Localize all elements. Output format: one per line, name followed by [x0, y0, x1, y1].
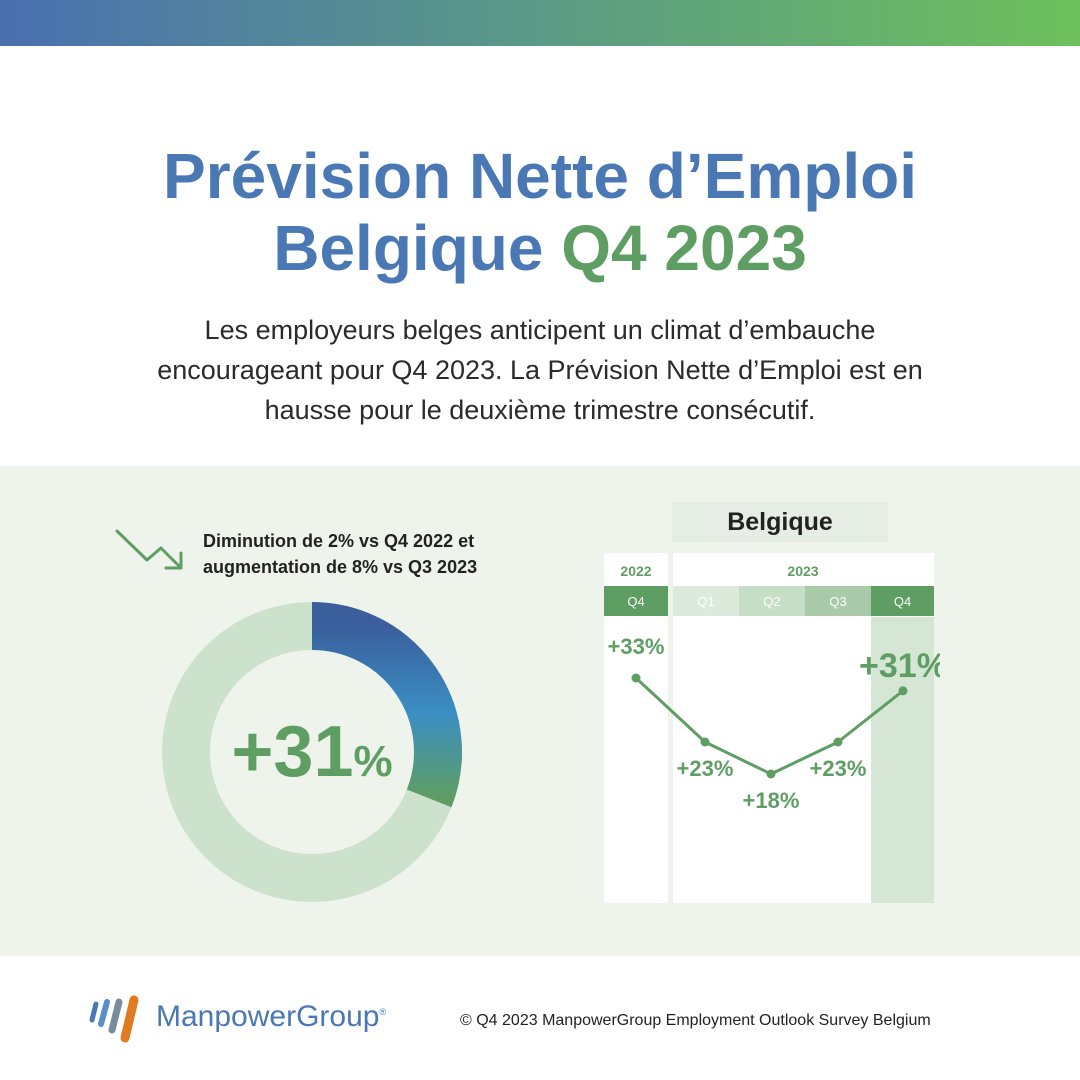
data-label-3: +23% [810, 756, 867, 781]
donut-value-label: +31% [162, 702, 462, 812]
chart-title: Belgique [672, 502, 888, 542]
quarter-label-2: Q2 [763, 594, 780, 609]
data-label-1: +23% [677, 756, 734, 781]
manpowergroup-logo-icon [89, 995, 139, 1043]
trend-note-line-1: Diminution de 2% vs Q4 2022 et [203, 531, 475, 551]
quarter-header-2 [739, 586, 805, 616]
year-label-2022: 2022 [620, 563, 651, 579]
quarter-label-3: Q3 [829, 594, 846, 609]
title-country: Belgique [273, 212, 562, 284]
quarter-header-4 [871, 586, 934, 616]
trend-down-arrow-icon [115, 529, 183, 570]
brand-wordmark: ManpowerGroup® [156, 1000, 386, 1034]
quarter-label-0: Q4 [627, 594, 644, 609]
title-quarter: Q4 2023 [561, 212, 807, 284]
brand-registered: ® [379, 1007, 387, 1017]
data-point-1 [700, 737, 710, 747]
title-line-1: Prévision Nette d’Emploi [163, 140, 917, 212]
donut-chart [162, 602, 462, 902]
year-label-2023: 2023 [787, 563, 818, 579]
quarter-label-4: Q4 [894, 594, 911, 609]
title-line-2: Belgique Q4 2023 [0, 212, 1080, 284]
data-label-4: +31% [859, 647, 940, 685]
line-chart: 2022 2023 Q4 Q1 Q2 Q3 Q4 +33% +23% +18% +23% +31… [604, 553, 940, 903]
brand-name: ManpowerGroup [156, 1000, 380, 1033]
data-point-4 [898, 686, 908, 696]
quarter-header-3 [805, 586, 871, 616]
donut-value-percent: % [353, 737, 393, 786]
donut-value-arc [311, 602, 462, 808]
data-label-0: +33% [608, 634, 665, 659]
quarter-label-1: Q1 [697, 594, 714, 609]
quarter-header-1 [673, 586, 739, 616]
footer-copyright: © Q4 2023 ManpowerGroup Employment Outlo… [460, 1012, 931, 1029]
quarter-header-0 [604, 586, 668, 616]
trend-note: Diminution de 2% vs Q4 2022 et augmentat… [203, 528, 477, 580]
data-point-2 [766, 769, 776, 779]
page-title: Prévision Nette d’Emploi Belgique Q4 202… [0, 140, 1080, 284]
data-label-2: +18% [743, 788, 800, 813]
data-point-3 [833, 737, 843, 747]
highlight-column-q4-2023 [871, 617, 934, 903]
donut-value-number: +31 [231, 712, 354, 792]
trend-note-line-2: augmentation de 8% vs Q3 2023 [203, 557, 478, 577]
page-subtitle: Les employeurs belges anticipent un clim… [157, 315, 923, 425]
data-point-0 [631, 673, 641, 683]
top-gradient-bar [0, 0, 1080, 46]
